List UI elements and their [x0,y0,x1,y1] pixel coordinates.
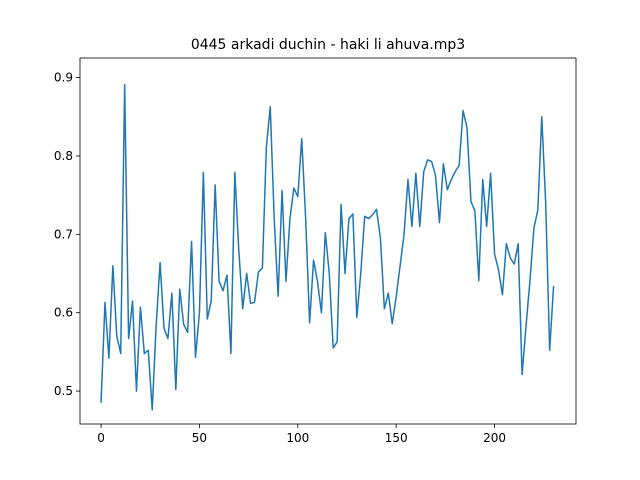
x-tick-label: 0 [97,431,105,445]
y-tick-label: 0.6 [54,306,73,320]
x-tick-label: 150 [385,431,408,445]
x-tick-label: 100 [286,431,309,445]
data-line [100,83,555,411]
chart-title: 0445 arkadi duchin - haki li ahuva.mp3 [191,37,465,53]
plot-frame [79,57,577,425]
y-tick-label: 0.7 [54,227,73,241]
y-tick-label: 0.9 [54,71,73,85]
x-tick-label: 200 [483,431,506,445]
x-tick-label: 50 [192,431,207,445]
y-tick-label: 0.5 [54,384,73,398]
y-tick-label: 0.8 [54,149,73,163]
